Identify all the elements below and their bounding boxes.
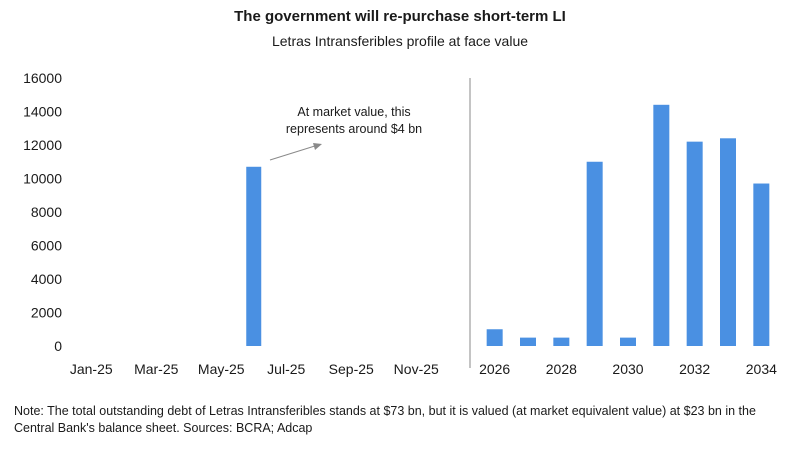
y-tick-label: 0 bbox=[54, 338, 62, 354]
x-tick-label: Jul-25 bbox=[267, 361, 305, 377]
y-tick-label: 8000 bbox=[31, 204, 62, 220]
x-tick-label: Jan-25 bbox=[70, 361, 113, 377]
y-tick-label: 12000 bbox=[23, 137, 62, 153]
annotation-text-line: represents around $4 bn bbox=[286, 122, 422, 136]
y-tick-label: 2000 bbox=[31, 305, 62, 321]
y-axis: 0 2000 4000 6000 8000 10000 12000 14000 16000 bbox=[23, 70, 62, 354]
x-tick-label: Mar-25 bbox=[134, 361, 179, 377]
bar-chart: 0 2000 4000 6000 8000 10000 12000 14000 16000 Ja… bbox=[23, 70, 777, 377]
bar-2032 bbox=[686, 141, 703, 346]
y-tick-label: 6000 bbox=[31, 238, 62, 254]
x-tick-label: 2030 bbox=[612, 361, 643, 377]
bar-2033 bbox=[720, 138, 736, 346]
bar-2030 bbox=[620, 337, 636, 346]
annotation-arrow bbox=[269, 144, 319, 161]
y-tick-label: 16000 bbox=[23, 70, 62, 86]
annotation-text-line: At market value, this bbox=[297, 105, 410, 119]
y-tick-label: 4000 bbox=[31, 271, 62, 287]
chart-title: The government will re-purchase short-te… bbox=[234, 8, 566, 25]
x-tick-label: May-25 bbox=[198, 361, 245, 377]
bar-2026 bbox=[486, 329, 503, 346]
x-tick-label: Nov-25 bbox=[394, 361, 439, 377]
bar-2029 bbox=[586, 161, 603, 346]
x-tick-label: 2034 bbox=[746, 361, 777, 377]
bar-2034 bbox=[753, 183, 770, 346]
annotation-arrowhead bbox=[313, 143, 322, 150]
y-tick-label: 10000 bbox=[23, 171, 62, 187]
x-tick-label: Sep-25 bbox=[329, 361, 374, 377]
bar-Jun-25 bbox=[246, 166, 262, 346]
chart-subtitle: Letras Intransferibles profile at face v… bbox=[271, 33, 529, 49]
x-tick-label: 2032 bbox=[679, 361, 710, 377]
x-tick-label: 2028 bbox=[546, 361, 577, 377]
bar-2031 bbox=[653, 104, 670, 346]
y-tick-label: 14000 bbox=[23, 104, 62, 120]
x-axis: Jan-25 Mar-25 May-25 Jul-25 Sep-25 Nov-25 2026… bbox=[70, 361, 777, 377]
bar-2028 bbox=[553, 337, 570, 346]
footnote: Note: The total outstanding debt of Letr… bbox=[14, 404, 756, 435]
x-tick-label: 2026 bbox=[479, 361, 510, 377]
bars bbox=[246, 104, 770, 346]
bar-2027 bbox=[520, 337, 536, 346]
annotation: At market value, this represents around $… bbox=[269, 105, 422, 161]
